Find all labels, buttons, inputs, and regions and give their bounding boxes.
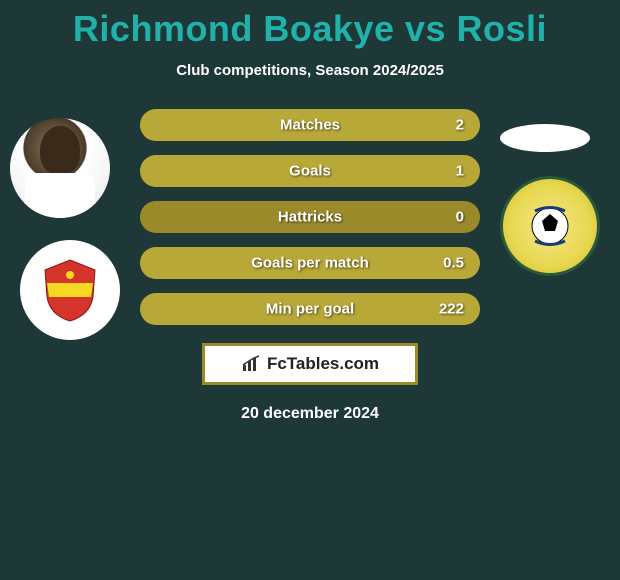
stat-bar: Min per goal 222	[140, 293, 480, 325]
stat-value: 222	[439, 301, 464, 318]
stat-value: 2	[456, 117, 464, 134]
bar-chart-icon	[241, 355, 263, 373]
stat-label: Hattricks	[278, 209, 342, 226]
logo-text: FcTables.com	[267, 354, 379, 374]
stat-row: Min per goal 222	[140, 293, 480, 325]
stat-value: 1	[456, 163, 464, 180]
stat-label: Matches	[280, 117, 340, 134]
stat-row: Matches 2	[140, 109, 480, 141]
stat-bar: Hattricks 0	[140, 201, 480, 233]
stat-row: Hattricks 0	[140, 201, 480, 233]
stats-container: Matches 2 Goals 1 Hattricks 0 Goals per …	[0, 109, 620, 325]
fctables-logo: FcTables.com	[202, 343, 418, 385]
subtitle: Club competitions, Season 2024/2025	[0, 62, 620, 79]
stat-row: Goals per match 0.5	[140, 247, 480, 279]
page-title: Richmond Boakye vs Rosli	[0, 0, 620, 50]
stat-value: 0.5	[443, 255, 464, 272]
stat-label: Goals	[289, 163, 331, 180]
date: 20 december 2024	[0, 405, 620, 423]
stat-label: Goals per match	[251, 255, 369, 272]
stat-row: Goals 1	[140, 155, 480, 187]
stat-bar: Goals per match 0.5	[140, 247, 480, 279]
stat-bar: Goals 1	[140, 155, 480, 187]
stat-bar: Matches 2	[140, 109, 480, 141]
stat-label: Min per goal	[266, 301, 354, 318]
stat-value: 0	[456, 209, 464, 226]
